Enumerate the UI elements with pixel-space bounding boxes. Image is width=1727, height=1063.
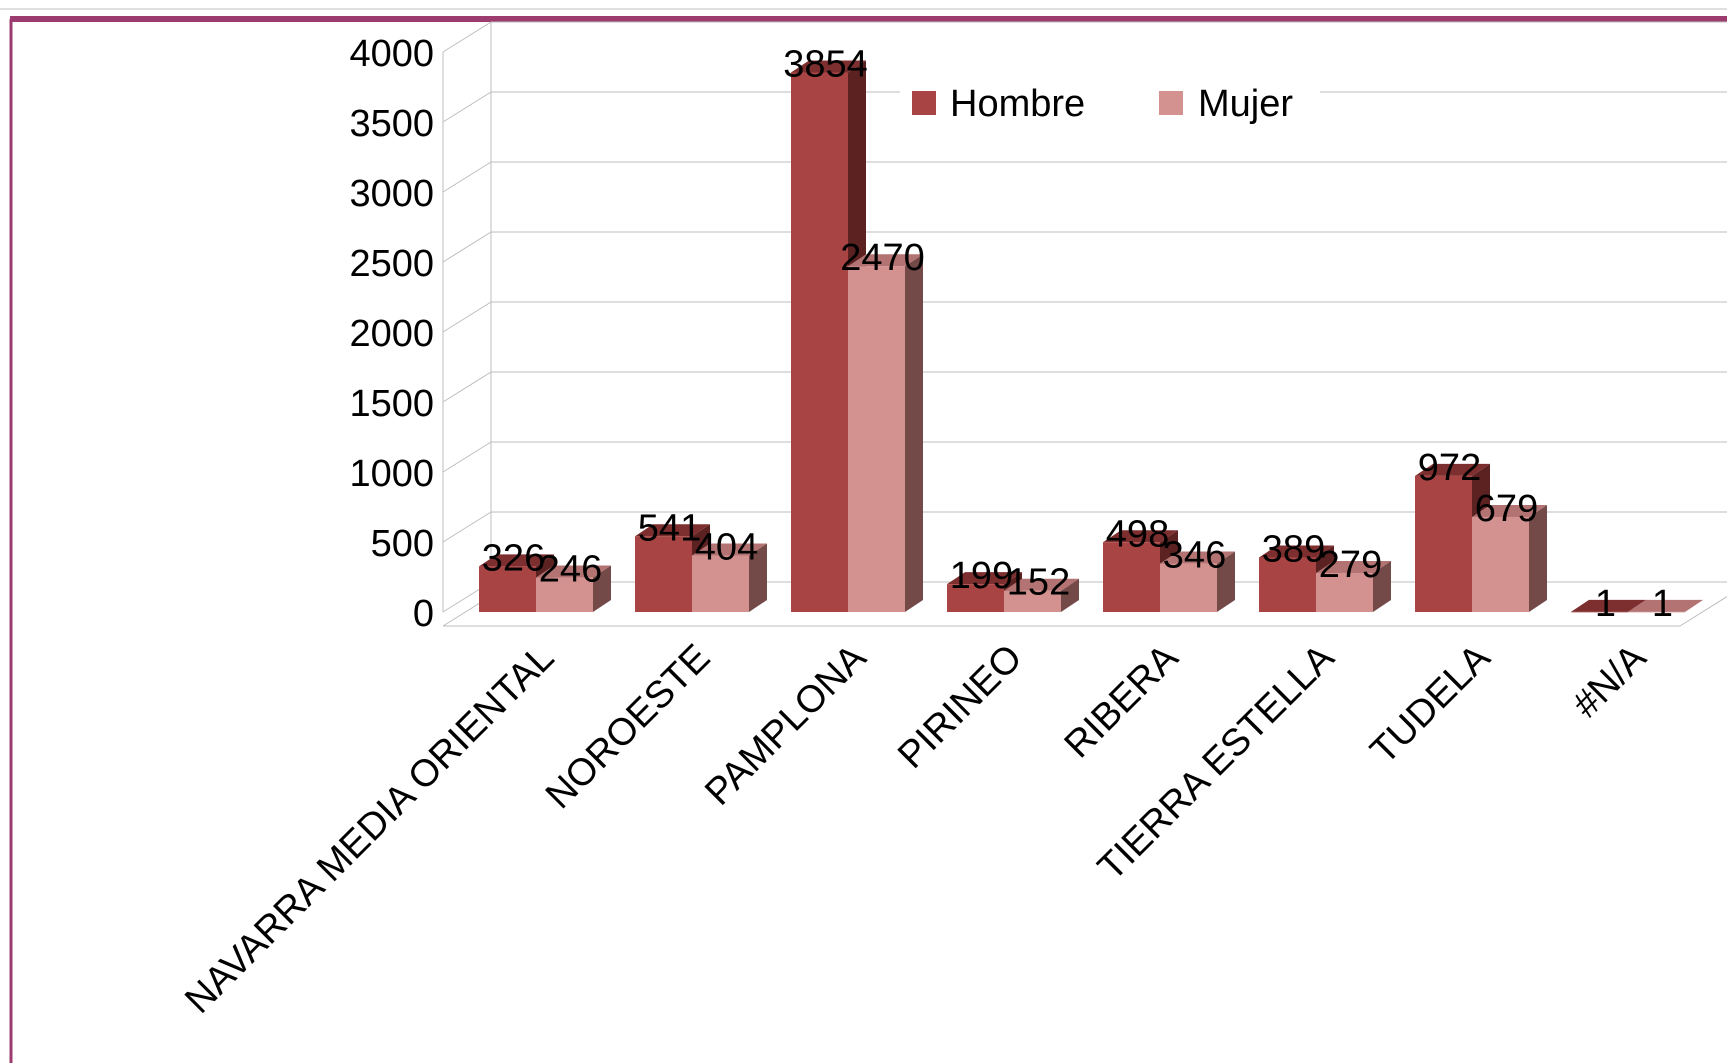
x-tick-label: NOROESTE <box>538 637 718 817</box>
data-label: 1 <box>1595 583 1616 625</box>
x-tick-label: PIRINEO <box>890 637 1030 777</box>
bar <box>479 566 536 612</box>
data-label: 679 <box>1475 488 1538 530</box>
bar <box>635 536 692 612</box>
y-tick-label: 500 <box>371 523 434 565</box>
bar-side <box>1685 599 1703 612</box>
bar-top <box>1004 578 1079 591</box>
side-gridline <box>442 91 492 123</box>
data-label: 1 <box>1652 583 1673 625</box>
bar <box>947 584 1004 612</box>
bar-top <box>692 543 767 556</box>
data-label: 541 <box>638 507 701 549</box>
bar <box>1628 611 1685 613</box>
side-gridline <box>442 301 492 333</box>
x-tick-label: RIBERA <box>1057 636 1187 766</box>
bar-top <box>1571 599 1646 612</box>
bar-top <box>536 565 611 578</box>
data-label: 199 <box>950 555 1013 597</box>
bar-top <box>1628 599 1703 612</box>
bar-top <box>947 572 1022 585</box>
bar-top <box>1316 560 1391 573</box>
data-label: 152 <box>1007 562 1070 604</box>
bar <box>536 577 593 612</box>
data-label: 498 <box>1106 513 1169 555</box>
side-gridline <box>442 441 492 473</box>
bar <box>1259 557 1316 612</box>
bar-top <box>1103 530 1178 543</box>
side-gridline <box>442 371 492 403</box>
legend-label-hombre: Hombre <box>950 83 1085 125</box>
legend-background <box>900 78 1320 130</box>
data-label: 326 <box>482 537 545 579</box>
data-label: 2470 <box>840 237 925 279</box>
legend-label-mujer: Mujer <box>1198 83 1293 125</box>
y-tick-label: 2000 <box>349 313 434 355</box>
bar <box>1160 563 1217 612</box>
bar-top <box>635 524 710 537</box>
side-gridline <box>442 21 492 53</box>
bar <box>1316 572 1373 612</box>
y-tick-label: 2500 <box>349 243 434 285</box>
bar-top <box>848 254 923 267</box>
bar-top <box>1472 504 1547 517</box>
x-tick-label: TUDELA <box>1363 636 1499 772</box>
bar <box>1103 542 1160 612</box>
data-label: 3854 <box>783 43 868 85</box>
data-label: 279 <box>1319 544 1382 586</box>
y-tick-label: 0 <box>413 593 434 635</box>
bar-side <box>749 543 767 612</box>
data-label: 404 <box>695 526 758 568</box>
bar-side <box>1217 551 1235 612</box>
side-gridline <box>442 511 492 543</box>
bar-top <box>791 60 866 73</box>
legend-swatch-hombre <box>912 91 936 115</box>
y-tick-label: 4000 <box>349 33 434 75</box>
x-tick-label: NAVARRA MEDIA ORIENTAL <box>177 637 562 1022</box>
bar <box>1571 611 1628 613</box>
bar <box>1415 475 1472 612</box>
side-gridline <box>442 161 492 193</box>
bar <box>1472 516 1529 612</box>
y-tick-label: 3000 <box>349 173 434 215</box>
bar-top <box>1259 545 1334 558</box>
side-gridline <box>442 231 492 263</box>
bar-side <box>1061 578 1079 612</box>
data-label: 389 <box>1262 529 1325 571</box>
bar-side <box>1373 560 1391 612</box>
bar <box>791 72 848 612</box>
legend-swatch-mujer <box>1159 91 1183 115</box>
y-tick-label: 1000 <box>349 453 434 495</box>
bar-top <box>1160 551 1235 564</box>
bar <box>1004 590 1061 612</box>
floor-right <box>1679 596 1727 627</box>
x-tick-label: PAMPLONA <box>697 636 874 813</box>
bar <box>692 555 749 612</box>
x-tick-label: #N/A <box>1565 636 1655 726</box>
bar-side <box>905 254 923 612</box>
bar <box>848 266 905 612</box>
bar-top <box>479 554 554 567</box>
bars <box>479 60 1703 613</box>
bar-top <box>1415 463 1490 476</box>
data-label: 972 <box>1418 447 1481 489</box>
y-tick-label: 3500 <box>349 103 434 145</box>
bar-side <box>593 565 611 612</box>
data-label: 346 <box>1163 535 1226 577</box>
bar-side <box>1529 504 1547 612</box>
data-label: 246 <box>539 549 602 591</box>
legend: Hombre Mujer <box>900 78 1320 130</box>
y-tick-label: 1500 <box>349 383 434 425</box>
